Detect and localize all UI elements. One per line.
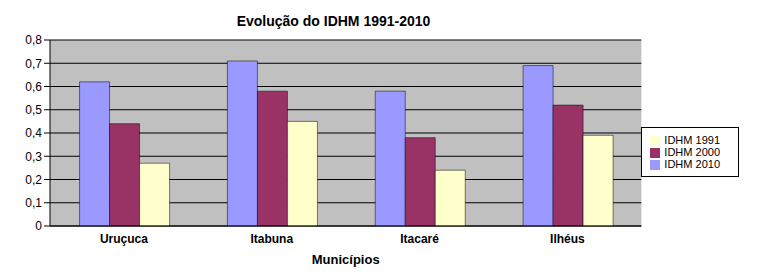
svg-text:Itabuna: Itabuna (250, 232, 293, 246)
svg-text:0: 0 (35, 219, 42, 233)
svg-text:0,1: 0,1 (25, 196, 42, 210)
html-text:IDHM 2010: IDHM 2010 (664, 158, 720, 170)
svg-text:Ilhéus: Ilhéus (550, 232, 585, 246)
html-text:Evolução do IDHM 1991-2010: Evolução do IDHM 1991-2010 (236, 13, 431, 29)
svg-text:0,4: 0,4 (25, 126, 42, 140)
svg-text:Municípios: Municípios (312, 252, 380, 267)
svg-text:Itacaré: Itacaré (400, 232, 439, 246)
svg-text:0,8: 0,8 (25, 34, 42, 47)
svg-text:0,6: 0,6 (25, 80, 42, 94)
svg-text:Uruçuca: Uruçuca (100, 232, 148, 246)
svg-text:0,5: 0,5 (25, 103, 42, 117)
svg-text:0,2: 0,2 (25, 173, 42, 187)
html-text:IDHM 1991: IDHM 1991 (664, 133, 720, 146)
html-text:IDHM 2000: IDHM 2000 (664, 146, 720, 158)
svg-text:0,3: 0,3 (25, 150, 42, 164)
svg-text:0,7: 0,7 (25, 57, 42, 71)
